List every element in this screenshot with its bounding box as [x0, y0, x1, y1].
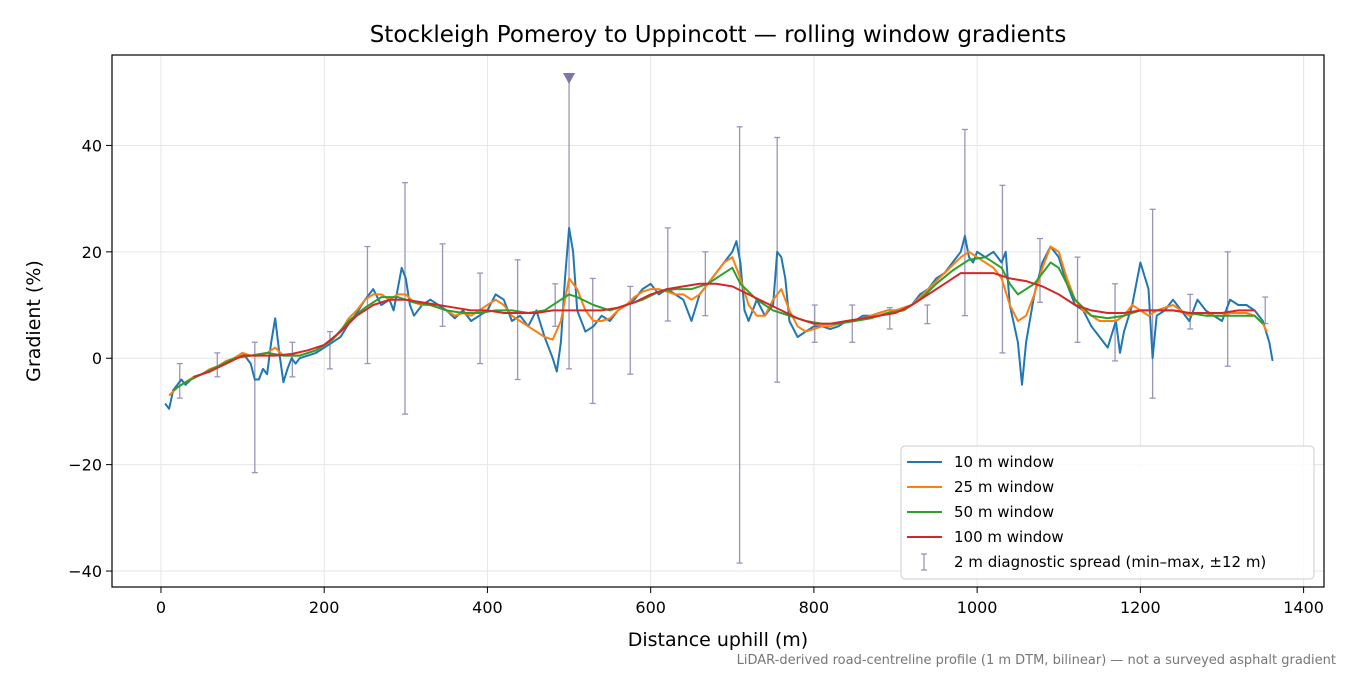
series-line-100-m-window	[193, 272, 1255, 378]
y-axis-label: Gradient (%)	[23, 260, 45, 382]
spread-bar	[664, 227, 671, 322]
x-axis-label: Distance uphill (m)	[628, 629, 808, 651]
y-tick-label: 40	[82, 136, 102, 155]
y-tick-label: 0	[92, 349, 102, 368]
legend-label: 25 m window	[954, 478, 1054, 496]
spread-bar	[736, 126, 743, 564]
series-lines	[164, 226, 1274, 410]
axis-ticks: 0 200 400 600 800 1000 1200 1400 −40 −20 0 20 40	[68, 136, 1324, 617]
y-tick-label: −40	[68, 562, 102, 581]
legend: 10 m window 25 m window 50 m window 100 m w…	[900, 445, 1315, 580]
x-tick-label: 800	[799, 598, 830, 617]
plot-frame	[111, 54, 1325, 588]
spread-bar	[1149, 208, 1156, 399]
legend-label: 50 m window	[954, 503, 1054, 521]
spread-bar	[924, 304, 931, 325]
spread-bar	[849, 304, 856, 343]
spread-bar	[552, 283, 559, 327]
diagnostic-spread-bars	[176, 72, 1269, 564]
spread-bar	[439, 243, 446, 327]
spread-bar	[1187, 293, 1194, 330]
offscale-marker	[563, 72, 576, 84]
legend-label: 100 m window	[954, 528, 1064, 546]
x-tick-label: 1000	[957, 598, 998, 617]
spread-bar	[326, 330, 333, 370]
x-tick-label: 200	[309, 598, 340, 617]
spread-bar	[1074, 256, 1081, 343]
y-tick-label: 20	[82, 243, 102, 262]
x-tick-label: 1400	[1283, 598, 1324, 617]
x-tick-label: 600	[635, 598, 666, 617]
footnote: LiDAR-derived road-centreline profile (1…	[737, 653, 1336, 668]
spread-bar	[1224, 251, 1231, 367]
spread-bar	[214, 352, 221, 378]
legend-box	[900, 445, 1315, 580]
chart-title: Stockleigh Pomeroy to Uppincott — rollin…	[370, 22, 1067, 48]
spread-bar	[961, 128, 968, 317]
y-tick-label: −20	[68, 456, 102, 475]
series-line-50-m-window	[172, 256, 1264, 392]
x-tick-label: 400	[472, 598, 503, 617]
x-tick-label: 0	[156, 598, 166, 617]
x-tick-label: 1200	[1120, 598, 1161, 617]
spread-bar	[563, 72, 576, 370]
legend-label: 2 m diagnostic spread (min–max, ±12 m)	[954, 553, 1266, 571]
spread-bar	[402, 182, 409, 415]
spread-bar	[477, 272, 484, 365]
legend-label: 10 m window	[954, 453, 1054, 471]
spread-bar	[589, 277, 596, 405]
spread-bar	[251, 341, 258, 474]
